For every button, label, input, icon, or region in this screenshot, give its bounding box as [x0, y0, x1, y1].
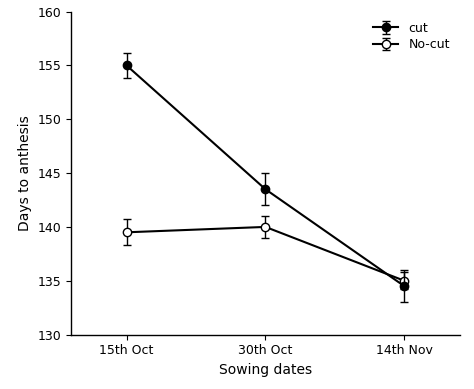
X-axis label: Sowing dates: Sowing dates — [219, 363, 312, 377]
Legend: cut, No-cut: cut, No-cut — [370, 18, 454, 55]
Y-axis label: Days to anthesis: Days to anthesis — [18, 115, 32, 231]
